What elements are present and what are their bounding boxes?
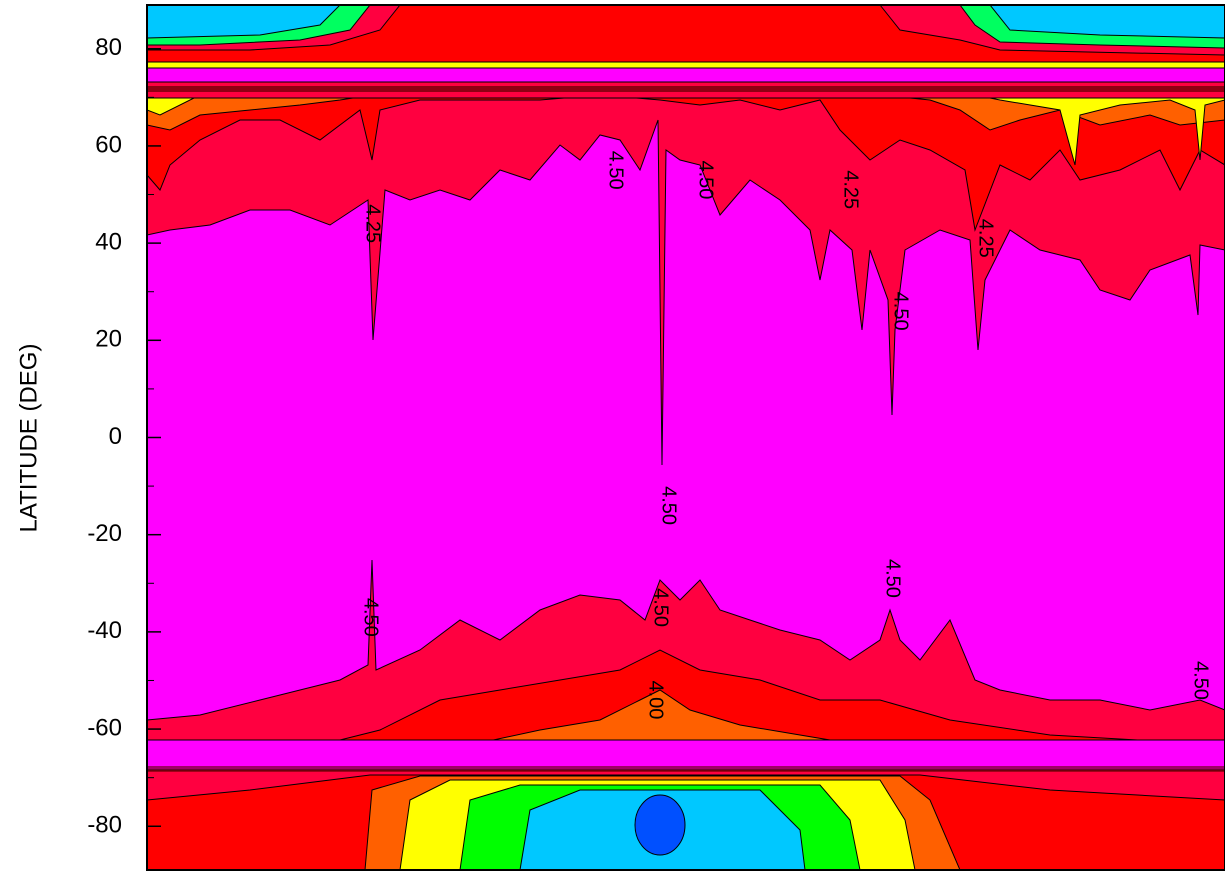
contour-band (147, 766, 1225, 772)
y-tick-label: -20 (87, 520, 122, 547)
contour-band (634, 794, 686, 856)
contour-label: 4.50 (605, 151, 627, 190)
contour-band (147, 739, 1225, 771)
contour-label: 4.50 (658, 486, 680, 525)
y-tick-label: 80 (95, 34, 122, 61)
contour-label: 4.25 (975, 219, 997, 258)
contour-field (147, 5, 1225, 870)
y-tick-label: -60 (87, 714, 122, 741)
contour-label: 4.50 (650, 588, 672, 627)
contour-label: 4.50 (1190, 661, 1212, 700)
contour-label: 4.50 (882, 559, 904, 598)
contour-band (147, 5, 1225, 39)
y-tick-label: 0 (109, 423, 122, 450)
y-axis-title: LATITUDE (DEG) (15, 344, 42, 533)
contour-label: 4.50 (890, 292, 912, 331)
contour-label: 4.50 (695, 160, 717, 199)
y-tick-label: 60 (95, 131, 122, 158)
y-tick-label: -40 (87, 617, 122, 644)
y-tick-label: 20 (95, 326, 122, 353)
contour-band (147, 5, 1225, 56)
y-tick-label: -80 (87, 812, 122, 839)
contour-label: 4.50 (360, 598, 382, 637)
contour-band (147, 86, 1225, 92)
contour-band (147, 67, 1225, 83)
contour-label: 4.25 (362, 204, 384, 243)
y-tick-label: 40 (95, 228, 122, 255)
contour-label: 4.25 (840, 170, 862, 209)
contour-label: 4.00 (645, 680, 667, 719)
